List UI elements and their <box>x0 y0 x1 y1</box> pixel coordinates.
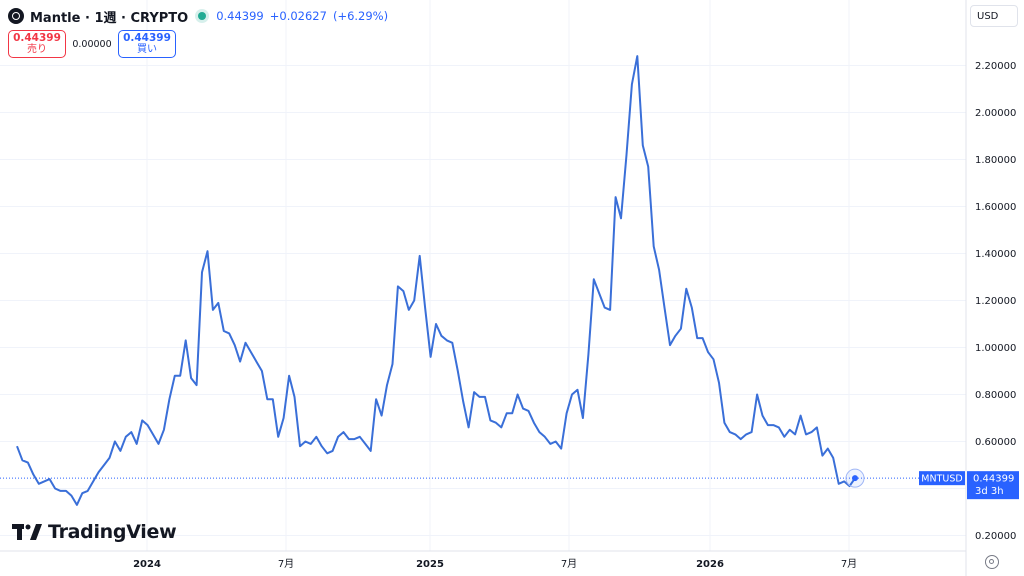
y-tick-label: 0.60000 <box>975 437 1016 448</box>
price-label: MNTUSD 0.44399 3d 3h <box>919 471 1019 500</box>
buy-price: 0.44399 <box>123 32 171 44</box>
x-tick-label: 7月 <box>278 558 294 570</box>
status-dot-icon <box>198 12 207 20</box>
y-tick-label: 1.40000 <box>975 249 1016 260</box>
x-tick-label: 2025 <box>416 559 444 570</box>
currency-label: USD <box>977 10 999 22</box>
x-tick-label: 7月 <box>561 558 577 570</box>
chart-grid <box>0 0 966 551</box>
price-tag-bg <box>967 471 1019 500</box>
symbol-tag-text: MNTUSD <box>921 474 962 485</box>
settings-icon[interactable] <box>985 555 999 569</box>
y-tick-label: 1.20000 <box>975 296 1016 307</box>
y-tick-label: 2.00000 <box>975 108 1016 119</box>
buy-label: 買い <box>137 44 157 55</box>
y-tick-label: 1.80000 <box>975 155 1016 166</box>
last-point-marker <box>852 475 858 482</box>
mantle-logo-icon <box>8 8 24 24</box>
symbol-tag-bg <box>919 471 965 486</box>
price-tag-value: 0.44399 <box>973 474 1014 485</box>
y-tick-label: 2.20000 <box>975 61 1016 72</box>
tradingview-wordmark: TradingView <box>48 521 177 543</box>
tradingview-logo-icon <box>12 524 42 540</box>
buy-button[interactable]: 0.44399 買い <box>118 30 176 58</box>
sell-button[interactable]: 0.44399 売り <box>8 30 66 58</box>
sell-label: 売り <box>27 44 47 55</box>
sell-price: 0.44399 <box>13 32 61 44</box>
time-axis[interactable]: 2024 7月 2025 7月 2026 7月 <box>133 558 857 570</box>
price-change: +0.02627 <box>269 9 327 23</box>
price-tag-countdown: 3d 3h <box>975 486 1004 497</box>
price-change-percent: (+6.29%) <box>332 9 389 23</box>
symbol-title[interactable]: Mantle · 1週 · CRYPTO <box>30 10 189 26</box>
x-tick-label: 2026 <box>696 559 724 570</box>
y-tick-label: 1.00000 <box>975 343 1016 354</box>
price-axis[interactable]: 0.200000.400000.600000.800001.000001.200… <box>975 61 1016 542</box>
y-tick-label: 0.20000 <box>975 531 1016 542</box>
x-tick-label: 7月 <box>841 558 857 570</box>
trade-panel: 0.44399 売り 0.00000 0.44399 買い <box>8 30 176 58</box>
spread-value: 0.00000 <box>72 38 112 50</box>
currency-button[interactable]: USD <box>970 5 1018 27</box>
x-tick-label: 2024 <box>133 559 161 570</box>
price-info: 0.44399 +0.02627 (+6.29%) <box>216 9 388 23</box>
y-tick-label: 1.60000 <box>975 202 1016 213</box>
y-tick-label: 0.80000 <box>975 390 1016 401</box>
last-price: 0.44399 <box>216 9 264 23</box>
price-series-line <box>16 55 856 506</box>
chart-header: Mantle · 1週 · CRYPTO 0.44399 +0.02627 (+… <box>8 6 388 26</box>
tradingview-logo: TradingView <box>12 521 177 543</box>
